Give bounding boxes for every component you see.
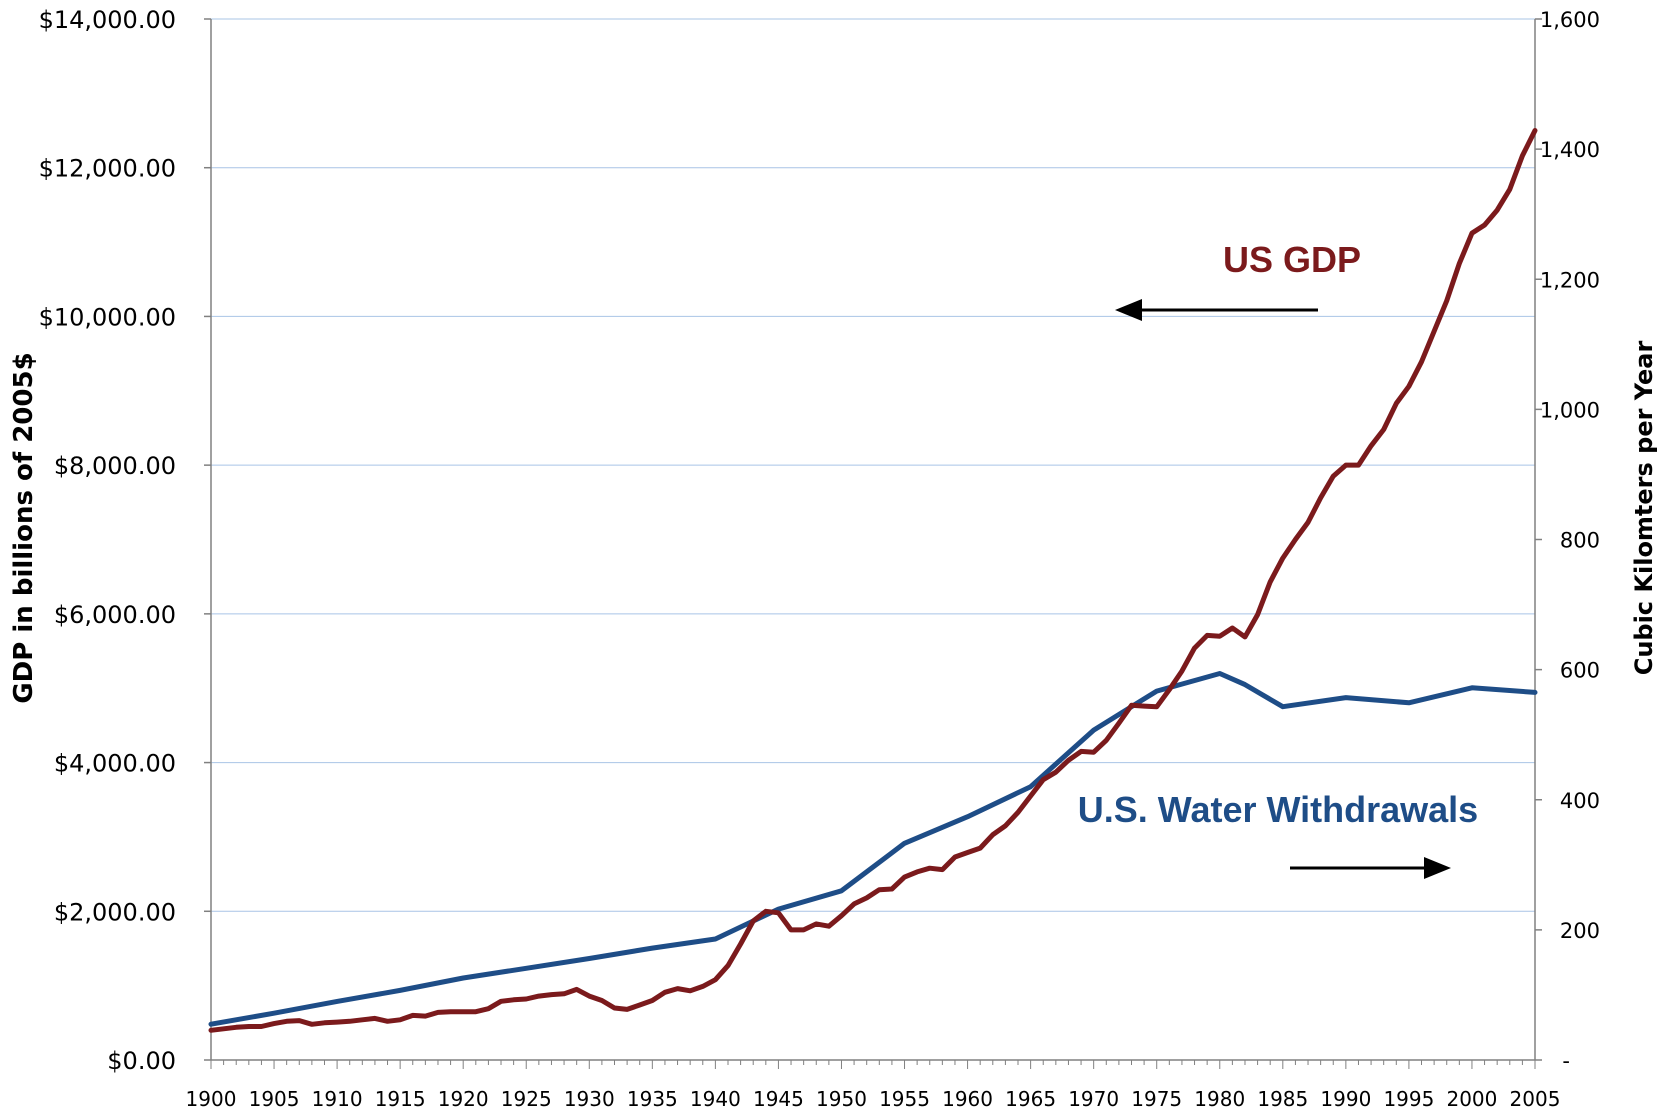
left-tick-label: $8,000.00 [54,452,176,480]
x-tick-label: 1930 [564,1087,615,1111]
left-tick-label: $4,000.00 [54,750,176,778]
right-arrow-icon [1290,857,1451,879]
x-tick-label: 1955 [879,1087,930,1111]
left-arrow-icon [1115,299,1318,321]
x-tick-label: 1995 [1383,1087,1434,1111]
water-series-label: U.S. Water Withdrawals [1078,789,1478,830]
right-tick-label: 1,000 [1540,398,1600,422]
left-tick-label: $12,000.00 [39,155,176,183]
right-tick-label: 1,200 [1540,268,1600,292]
x-tick-label: 2005 [1510,1087,1561,1111]
axes [210,19,1536,1061]
series-layer [208,128,1538,1033]
x-tick-label: 1970 [1068,1087,1119,1111]
x-tick-label: 1945 [753,1087,804,1111]
right-tick-label: 1,600 [1540,8,1600,32]
x-tick-label: 1980 [1194,1087,1245,1111]
gdp-series-label: US GDP [1223,239,1361,280]
left-tick-label: $6,000.00 [54,601,176,629]
right-tick-label: 1,400 [1540,138,1600,162]
left-tick-label: $14,000.00 [39,6,176,34]
right-tick-label: - [1562,1049,1570,1073]
x-tick-label: 1925 [501,1087,552,1111]
right-axis-title: Cubic Kilomters per Year [1630,341,1658,676]
left-axis-ticks: $0.00 $2,000.00 $4,000.00 $6,000.00 $8,000.0… [39,6,211,1075]
left-tick-label: $0.00 [107,1047,176,1075]
x-tick-label: 1985 [1257,1087,1308,1111]
right-tick-label: 200 [1560,919,1600,943]
left-tick-label: $2,000.00 [54,898,176,926]
x-tick-label: 1905 [249,1087,300,1111]
x-tick-label: 1900 [186,1087,237,1111]
left-axis-title: GDP in billions of 2005$ [9,352,39,703]
x-tick-label: 1920 [438,1087,489,1111]
right-tick-label: 400 [1560,789,1600,813]
gridlines [211,18,1535,912]
x-tick-label: 2000 [1446,1087,1497,1111]
x-tick-label: 1915 [375,1087,426,1111]
x-axis-ticks: 1900 1905 1910 1915 1920 1925 1930 1935 1940 1945… [186,1060,1561,1111]
x-tick-label: 1990 [1320,1087,1371,1111]
right-axis-ticks: - 200 400 600 800 1,000 1,200 1,400 1,600 [1535,8,1600,1073]
x-tick-label: 1960 [942,1087,993,1111]
x-tick-label: 1935 [627,1087,678,1111]
right-tick-label: 800 [1560,529,1600,553]
right-tick-label: 600 [1560,659,1600,683]
x-tick-label: 1950 [816,1087,867,1111]
left-tick-label: $10,000.00 [39,303,176,331]
water-series-line [208,671,1538,1027]
x-tick-label: 1965 [1005,1087,1056,1111]
x-tick-label: 1940 [690,1087,741,1111]
gdp-series-line [208,128,1538,1033]
x-tick-label: 1975 [1131,1087,1182,1111]
x-tick-label: 1910 [312,1087,363,1111]
